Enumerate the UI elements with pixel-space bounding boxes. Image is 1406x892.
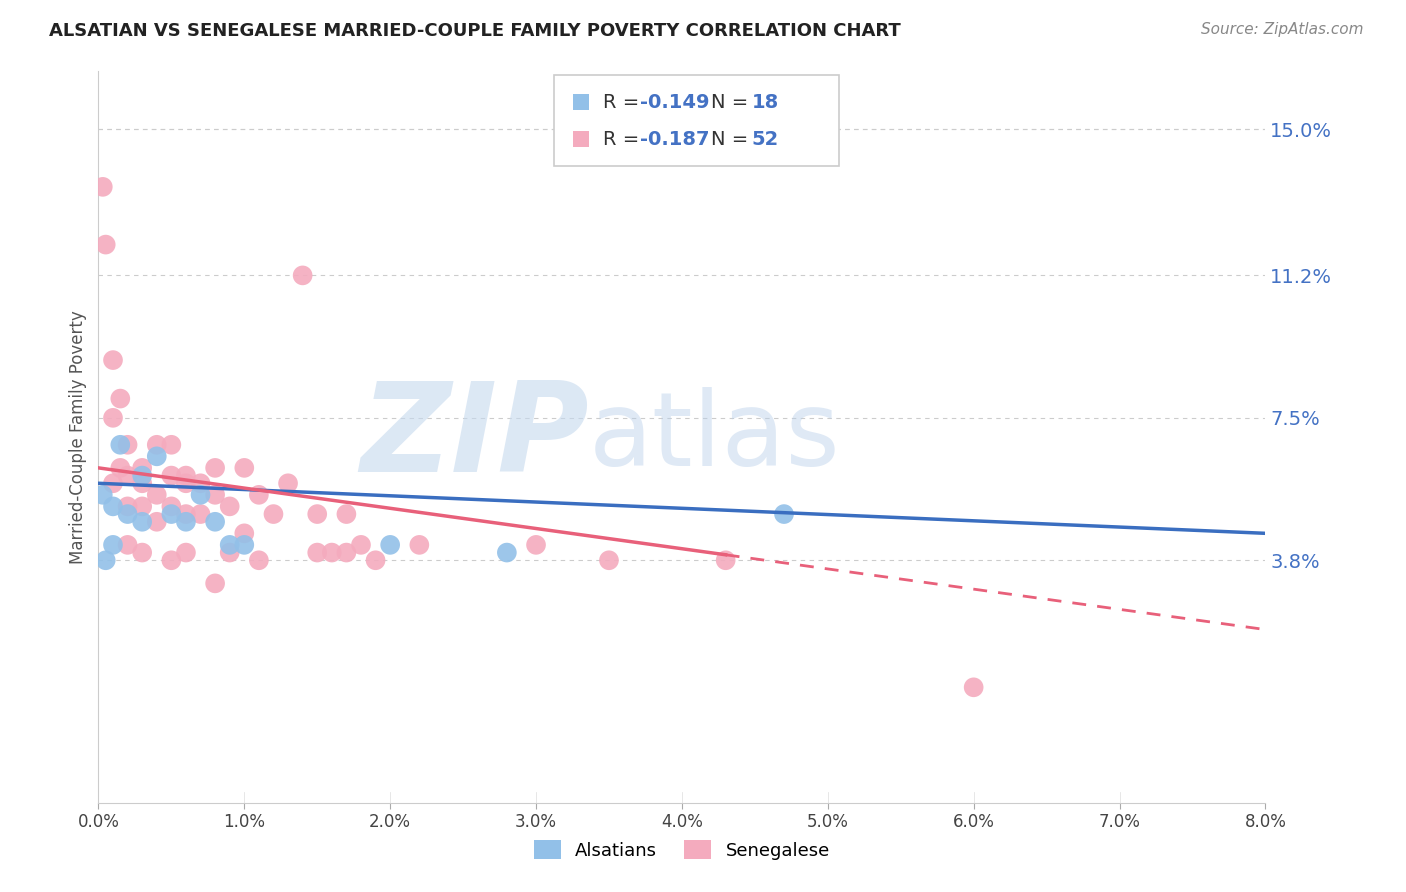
Point: [174, 476, 197, 491]
Point: [110, 438, 132, 452]
Point: [321, 545, 343, 559]
Point: [146, 438, 169, 452]
Point: [117, 500, 139, 514]
Point: [496, 545, 519, 559]
Y-axis label: Married-Couple Family Poverty: Married-Couple Family Poverty: [69, 310, 87, 564]
Point: [101, 410, 124, 425]
Point: [204, 576, 226, 591]
Point: [218, 538, 240, 552]
Point: [190, 488, 212, 502]
Point: [174, 515, 197, 529]
Point: [291, 268, 314, 283]
Text: -0.149: -0.149: [640, 93, 710, 112]
Point: [174, 468, 197, 483]
Point: [408, 538, 430, 552]
Text: 18: 18: [752, 93, 779, 112]
Point: [160, 507, 183, 521]
Point: [117, 468, 139, 483]
FancyBboxPatch shape: [554, 75, 839, 167]
Text: Source: ZipAtlas.com: Source: ZipAtlas.com: [1201, 22, 1364, 37]
Text: ZIP: ZIP: [360, 376, 589, 498]
Point: [524, 538, 547, 552]
Point: [131, 461, 153, 475]
Text: R =: R =: [603, 129, 645, 149]
Point: [307, 545, 329, 559]
Point: [160, 468, 183, 483]
Point: [364, 553, 387, 567]
Text: R =: R =: [603, 93, 645, 112]
Point: [233, 526, 256, 541]
Point: [247, 488, 270, 502]
Point: [174, 545, 197, 559]
Point: [233, 538, 256, 552]
Legend: Alsatians, Senegalese: Alsatians, Senegalese: [526, 833, 838, 867]
Point: [160, 553, 183, 567]
Point: [117, 507, 139, 521]
Point: [91, 179, 114, 194]
Point: [380, 538, 402, 552]
Point: [773, 507, 796, 521]
Point: [262, 507, 284, 521]
Point: [204, 515, 226, 529]
Point: [204, 488, 226, 502]
Point: [110, 461, 132, 475]
Point: [131, 476, 153, 491]
Point: [335, 507, 357, 521]
Point: [110, 392, 132, 406]
Text: -0.187: -0.187: [640, 129, 710, 149]
Point: [131, 500, 153, 514]
Point: [598, 553, 620, 567]
Point: [218, 500, 240, 514]
Text: N =: N =: [711, 129, 755, 149]
Point: [94, 553, 117, 567]
Text: ALSATIAN VS SENEGALESE MARRIED-COUPLE FAMILY POVERTY CORRELATION CHART: ALSATIAN VS SENEGALESE MARRIED-COUPLE FA…: [49, 22, 901, 40]
Text: N =: N =: [711, 93, 755, 112]
Point: [131, 545, 153, 559]
Point: [146, 450, 169, 464]
Point: [160, 500, 183, 514]
Point: [277, 476, 299, 491]
Point: [91, 488, 114, 502]
Point: [307, 507, 329, 521]
Point: [131, 468, 153, 483]
Point: [247, 553, 270, 567]
Point: [160, 438, 183, 452]
Point: [204, 461, 226, 475]
Point: [218, 545, 240, 559]
Point: [233, 461, 256, 475]
Point: [94, 237, 117, 252]
Point: [117, 538, 139, 552]
Text: 52: 52: [752, 129, 779, 149]
Point: [146, 488, 169, 502]
Point: [190, 476, 212, 491]
FancyBboxPatch shape: [574, 131, 589, 147]
Point: [131, 515, 153, 529]
Point: [101, 476, 124, 491]
Point: [350, 538, 373, 552]
Point: [335, 545, 357, 559]
Text: atlas: atlas: [589, 386, 841, 488]
Point: [117, 438, 139, 452]
Point: [714, 553, 737, 567]
Point: [101, 538, 124, 552]
Point: [174, 507, 197, 521]
Point: [101, 500, 124, 514]
Point: [190, 507, 212, 521]
Point: [962, 681, 984, 695]
Point: [101, 353, 124, 368]
FancyBboxPatch shape: [574, 95, 589, 111]
Point: [146, 515, 169, 529]
